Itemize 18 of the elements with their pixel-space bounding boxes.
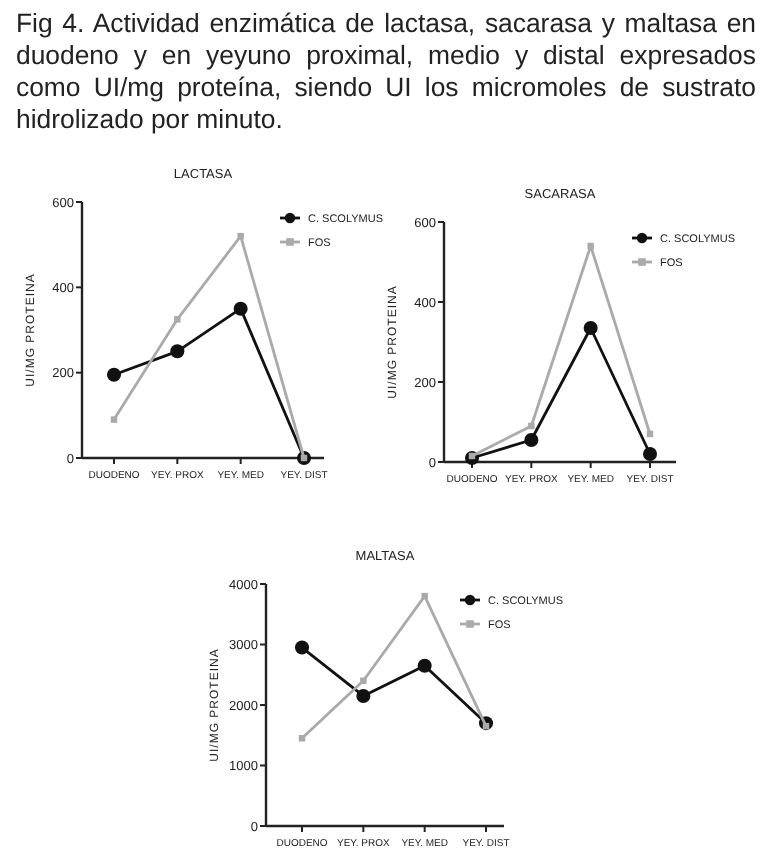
point <box>294 640 310 655</box>
point <box>417 658 432 673</box>
point <box>356 688 371 703</box>
point <box>106 367 122 382</box>
point <box>170 344 185 359</box>
point <box>421 592 428 600</box>
point <box>298 735 306 742</box>
point <box>524 432 539 448</box>
point <box>528 422 535 430</box>
point <box>233 301 248 316</box>
point <box>110 416 118 423</box>
point <box>237 232 244 240</box>
point <box>587 242 594 250</box>
point <box>642 446 658 462</box>
text: Fig 4. Actividad enzimática de lactasa, sacarasa y maltasa en duodeno y en yeyuno proximal, medio y distal expresados como UI/mg proteína, siendo UI los micromoles de sustrato hidrolizado por minuto. <box>16 8 756 136</box>
point <box>174 316 181 323</box>
point <box>583 320 598 336</box>
point <box>360 677 367 685</box>
